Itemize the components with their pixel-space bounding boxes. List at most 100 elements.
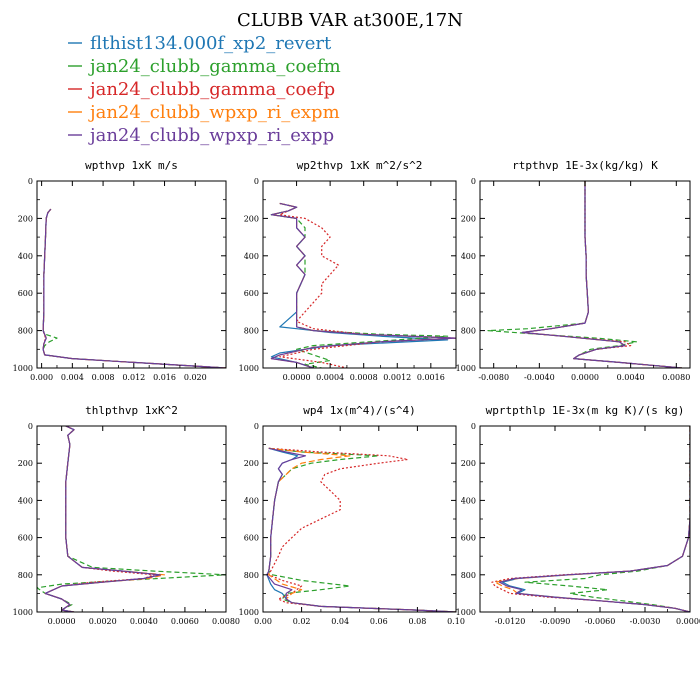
series-line-2 [42,208,226,368]
x-tick-label: 0.10 [447,617,465,626]
legend-entry: flthist134.000f_xp2_revert [68,33,332,54]
x-tick-label: 0.06 [370,617,388,626]
series-group [491,426,690,612]
x-tick-label: -0.0060 [585,617,616,626]
x-tick-label: 0.0012 [383,373,411,382]
plot-frame [479,425,691,613]
x-tick-label: -0.0120 [495,617,526,626]
y-tick-label: 600 [18,289,33,298]
series-group [270,202,456,368]
panel-title: rtpthvp 1E-3x(kg/kg) K [512,159,658,172]
y-tick-label: 1000 [239,608,259,617]
panel-title: wprtpthlp 1E-3x(m kg K)/(s kg) [486,404,685,417]
y-tick-label: 400 [461,252,476,261]
x-tick-label: -0.0040 [524,373,555,382]
x-tick-label: -0.0080 [478,373,509,382]
x-tick-label: 0.0040 [617,373,645,382]
series-line-1 [42,208,226,368]
x-tick-label: 0.00 [254,617,272,626]
y-tick-label: 600 [244,534,259,543]
x-tick-label: 0.0008 [350,373,378,382]
y-tick-label: 0 [254,422,259,431]
y-tick-label: 800 [18,327,33,336]
series-group [487,181,683,368]
x-tick-label: -0.0030 [630,617,661,626]
figure-title: CLUBB VAR at300E,17N [237,10,463,31]
y-tick-label: 200 [18,214,33,223]
y-tick-label: 200 [461,459,476,468]
x-tick-label: 0.0020 [89,617,117,626]
legend-entry: jan24_clubb_gamma_coefm [68,56,341,77]
series-line-1 [501,426,690,612]
series-line-3 [279,202,456,368]
y-tick-label: 600 [244,289,259,298]
y-tick-label: 0 [254,177,259,186]
y-tick-label: 200 [18,459,33,468]
legend-entry: jan24_clubb_gamma_coefp [68,79,335,100]
series-line-4 [494,426,690,612]
x-tick-label: 0.016 [153,373,176,382]
x-tick-label: 0.0000 [48,617,76,626]
y-tick-label: 400 [244,496,259,505]
series-line-1 [44,426,161,612]
legend-label: jan24_clubb_wpxp_ri_expm [88,102,340,123]
y-tick-label: 200 [244,214,259,223]
series-group [266,447,456,612]
legend-label: jan24_clubb_wpxp_ri_expp [88,125,334,146]
legend-label: jan24_clubb_gamma_coefm [88,56,341,77]
x-tick-label: 0.0060 [171,617,199,626]
x-tick-label: 0.004 [61,373,84,382]
x-tick-label: 0.0004 [316,373,344,382]
series-line-5 [270,202,456,368]
y-tick-label: 200 [244,459,259,468]
series-line-2 [524,426,690,612]
y-tick-label: 600 [18,534,33,543]
x-tick-label: 0.0080 [662,373,690,382]
legend-entry: jan24_clubb_wpxp_ri_expm [68,102,340,123]
plot-frame [36,180,227,369]
x-tick-label: 0.0000 [283,373,311,382]
x-tick-label: 0.04 [331,617,349,626]
x-tick-label: 0.0040 [130,617,158,626]
y-tick-label: 800 [461,571,476,580]
panel-3: rtpthvp 1E-3x(kg/kg) K02004006008001000-… [456,159,691,382]
series-line-5 [498,426,690,612]
legend-label: flthist134.000f_xp2_revert [90,33,332,54]
panel-title: wp4 1x(m^4)/(s^4) [303,404,416,417]
y-tick-label: 600 [461,534,476,543]
panel-6: wprtpthlp 1E-3x(m kg K)/(s kg) 0 200 400 600… [456,404,700,626]
x-tick-label: 0.0000 [571,373,599,382]
x-tick-label: 0.0000 [676,617,700,626]
series-line-3 [491,426,690,612]
y-tick-label: 0 [28,422,33,431]
panel-2: wp2thvp 1xK m^2/s^2 0 200 400 600 800 1000 0.00… [239,159,457,382]
y-tick-label: 800 [18,571,33,580]
x-tick-label: 0.02 [293,617,311,626]
legend: flthist134.000f_xp2_revertjan24_clubb_ga… [68,33,341,146]
y-tick-label: 800 [461,327,476,336]
series-line-4 [44,426,165,612]
y-tick-label: 0 [471,177,476,186]
y-tick-label: 1000 [456,364,476,373]
series-line-3 [268,447,456,612]
panel-4: thlpthvp 1xK^2 0 200 400 600 800 1000 0.0000 0.0… [13,404,240,626]
legend-label: jan24_clubb_gamma_coefp [88,79,335,100]
series-line-3 [42,208,226,368]
x-tick-label: 0.012 [122,373,145,382]
panel-title: thlpthvp 1xK^2 [85,404,178,417]
y-tick-label: 1000 [13,364,33,373]
y-tick-label: 1000 [239,364,259,373]
series-line-5 [521,181,683,368]
panel-title: wpthvp 1xK m/s [85,159,178,172]
y-tick-label: 0 [28,177,33,186]
panel-title: wp2thvp 1xK m^2/s^2 [297,159,423,172]
series-line-5 [266,447,456,612]
x-tick-label: 0.000 [30,373,53,382]
y-tick-label: 400 [18,252,33,261]
x-tick-label: 0.08 [408,617,426,626]
x-tick-label: 0.0016 [417,373,445,382]
series-group [37,426,226,612]
